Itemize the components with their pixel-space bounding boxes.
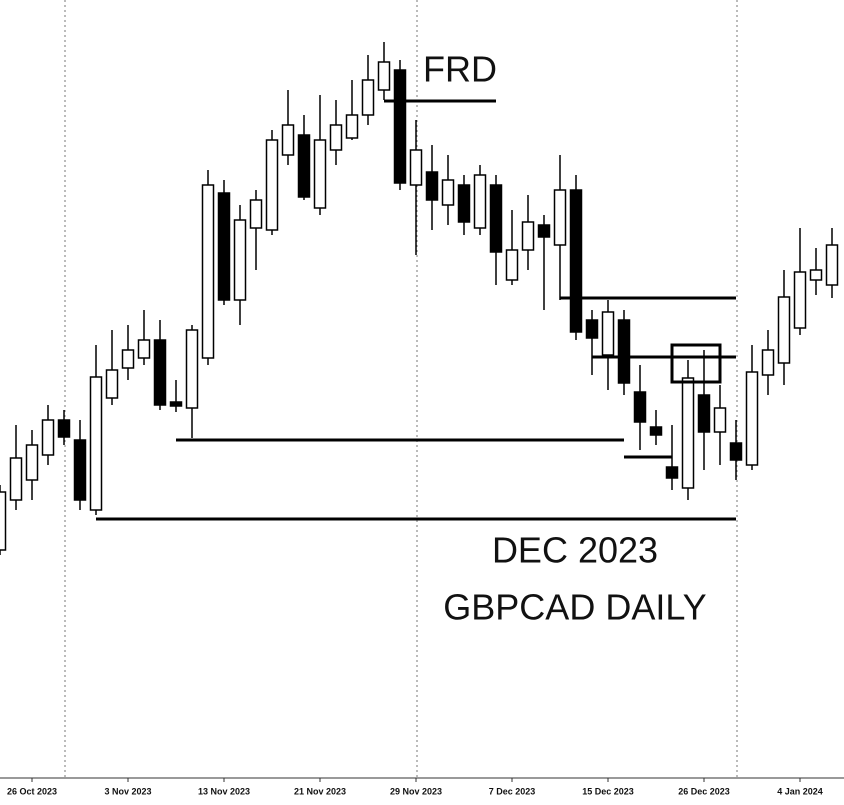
candle-body <box>73 439 87 501</box>
x-tick-label: 26 Dec 2023 <box>678 786 730 796</box>
candle-body <box>153 339 167 406</box>
candle-body <box>57 419 71 438</box>
x-tick-label: 7 Dec 2023 <box>489 786 536 796</box>
candle-body <box>521 221 535 251</box>
candle-body <box>377 61 391 91</box>
candle-body <box>665 466 679 479</box>
candle-body <box>601 311 615 356</box>
candle-body <box>457 184 471 223</box>
candle-body <box>41 419 55 456</box>
candle-body <box>697 394 711 433</box>
candle-body <box>777 296 791 364</box>
candle-body <box>345 114 359 139</box>
candle-body <box>137 339 151 359</box>
candle-body <box>105 369 119 399</box>
candle-body <box>121 349 135 369</box>
candle-body <box>201 184 215 359</box>
x-tick-label: 4 Jan 2024 <box>777 786 823 796</box>
candle-body <box>281 124 295 156</box>
candle-body <box>425 171 439 201</box>
candle-body <box>0 491 7 551</box>
month-label: DEC 2023 <box>492 530 658 571</box>
x-tick-label: 15 Dec 2023 <box>582 786 634 796</box>
candle-body <box>217 192 231 301</box>
candle-body <box>329 124 343 151</box>
candle-body <box>553 189 567 246</box>
zone-box <box>670 343 722 384</box>
x-tick-label: 29 Nov 2023 <box>390 786 442 796</box>
candle-body <box>489 184 503 253</box>
candle-body <box>585 319 599 339</box>
candle-body <box>297 134 311 198</box>
x-tick-label: 13 Nov 2023 <box>198 786 250 796</box>
candle-body <box>393 69 407 184</box>
candle-body <box>185 329 199 409</box>
candle-body <box>617 319 631 384</box>
candle-body <box>233 219 247 301</box>
candle-body <box>25 444 39 481</box>
candle-body <box>793 271 807 329</box>
candle-body <box>729 442 743 461</box>
candle-body <box>361 79 375 116</box>
candle-body <box>89 376 103 511</box>
candle-body <box>473 174 487 229</box>
candle-body <box>249 199 263 229</box>
candle-body <box>9 457 23 501</box>
candle-body <box>441 179 455 206</box>
candle-body <box>713 407 727 433</box>
candle-body <box>681 377 695 489</box>
x-tick-label: 21 Nov 2023 <box>294 786 346 796</box>
frd-label: FRD <box>423 49 497 90</box>
candle-body <box>265 139 279 231</box>
symbol-label: GBPCAD DAILY <box>443 587 706 628</box>
candle-body <box>569 189 583 333</box>
x-tick-label: 26 Oct 2023 <box>7 786 57 796</box>
candle-body <box>633 391 647 423</box>
candle-body <box>809 269 823 281</box>
candle-body <box>313 139 327 209</box>
candle-body <box>745 371 759 466</box>
candle-body <box>537 224 551 238</box>
x-tick-label: 3 Nov 2023 <box>104 786 151 796</box>
candle-body <box>761 349 775 376</box>
candle-body <box>169 401 183 407</box>
candle-body <box>505 249 519 281</box>
candle-body <box>649 426 663 436</box>
candle-body <box>825 244 839 286</box>
candle-body <box>409 149 423 186</box>
